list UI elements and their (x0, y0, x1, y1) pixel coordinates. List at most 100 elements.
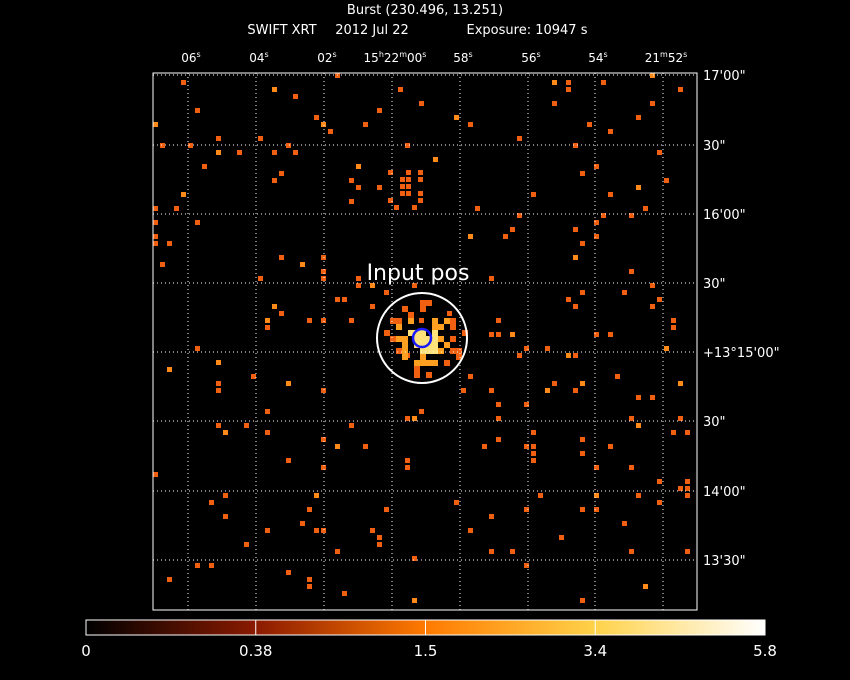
pixel (390, 318, 396, 324)
instrument: SWIFT XRT (247, 23, 316, 38)
pixel (685, 430, 690, 435)
pixel (314, 528, 319, 533)
pixel (402, 354, 408, 360)
pixel (444, 360, 450, 366)
pixel (153, 122, 158, 127)
pixel (307, 584, 312, 589)
pixel (650, 73, 655, 78)
pixel (594, 332, 599, 337)
pixel (420, 348, 426, 354)
right-axis-label: 30" (703, 415, 726, 430)
pixel (223, 514, 228, 519)
pixel (438, 336, 444, 342)
pixel (496, 402, 501, 407)
pixel (650, 304, 655, 309)
pixel (414, 360, 420, 366)
top-axis-label: 06s (181, 50, 200, 65)
pixel (408, 312, 414, 318)
pixel (475, 206, 480, 211)
pixel (420, 330, 426, 336)
pixel (181, 192, 186, 197)
pixel (412, 416, 417, 421)
number: 04 (249, 51, 264, 65)
pixel (594, 493, 599, 498)
pixel (594, 234, 599, 239)
pixel (265, 430, 270, 435)
pixel (405, 416, 410, 421)
pixel (531, 430, 536, 435)
pixel (552, 80, 557, 85)
top-axis-label: 56s (521, 50, 540, 65)
pixel (167, 241, 172, 246)
pixel (671, 318, 676, 323)
pixel (650, 101, 655, 106)
pixel (678, 87, 683, 92)
top-axis-label: 54s (588, 50, 607, 65)
pixel (388, 170, 393, 175)
pixel (195, 563, 200, 568)
source-circle (376, 292, 468, 384)
pixel (580, 381, 585, 386)
unit: s (683, 50, 687, 59)
pixel (412, 556, 417, 561)
pixel (566, 297, 571, 302)
pixel (321, 528, 326, 533)
pixel (335, 444, 340, 449)
pixel (279, 311, 284, 316)
number: 15 (364, 51, 379, 65)
pixel (496, 318, 501, 323)
pixel (300, 521, 305, 526)
pixel (573, 227, 578, 232)
pixel (216, 388, 221, 393)
number: 00 (407, 51, 422, 65)
pixel (468, 528, 473, 533)
pixel (412, 283, 417, 288)
pixel (412, 205, 417, 210)
number: 21 (645, 51, 660, 65)
pixel (328, 129, 333, 134)
pixel (209, 563, 214, 568)
pixel (405, 458, 410, 463)
right-axis-label: +13°15'00" (703, 346, 780, 361)
right-axis-label: 30" (703, 277, 726, 292)
pixel (307, 507, 312, 512)
pixel (349, 178, 354, 183)
pixel (153, 241, 158, 246)
pixel (524, 444, 529, 449)
pixel (580, 241, 585, 246)
pixel (608, 192, 613, 197)
pixel (450, 318, 456, 324)
pixel (405, 465, 410, 470)
pixel (580, 507, 585, 512)
pixel (524, 346, 529, 351)
pixel (450, 324, 456, 330)
top-axis-label: 02s (317, 50, 336, 65)
pixel (559, 535, 564, 540)
grid (153, 73, 697, 610)
pixel (414, 330, 420, 336)
top-axis-label: 58s (453, 50, 472, 65)
pixel (265, 318, 270, 323)
pixel (286, 381, 291, 386)
top-axis-label: 15h22m00s (364, 50, 427, 65)
pixel (601, 80, 606, 85)
pixel (454, 115, 459, 120)
right-axis-label: 13'30" (703, 554, 746, 569)
unit: s (469, 50, 473, 59)
colorbar-label: 5.8 (753, 642, 777, 660)
pixel (420, 342, 426, 348)
pixel (433, 157, 438, 162)
pixel (678, 381, 683, 386)
pixel (531, 444, 536, 449)
pixel (432, 360, 438, 366)
pixel (408, 318, 414, 324)
pixel (531, 192, 536, 197)
pixel (390, 336, 396, 342)
pixel (432, 330, 438, 336)
pixel (414, 366, 420, 372)
pixel (406, 191, 411, 196)
pixel (657, 500, 662, 505)
pixel (489, 549, 494, 554)
pixel (496, 332, 501, 337)
pixel (384, 507, 389, 512)
